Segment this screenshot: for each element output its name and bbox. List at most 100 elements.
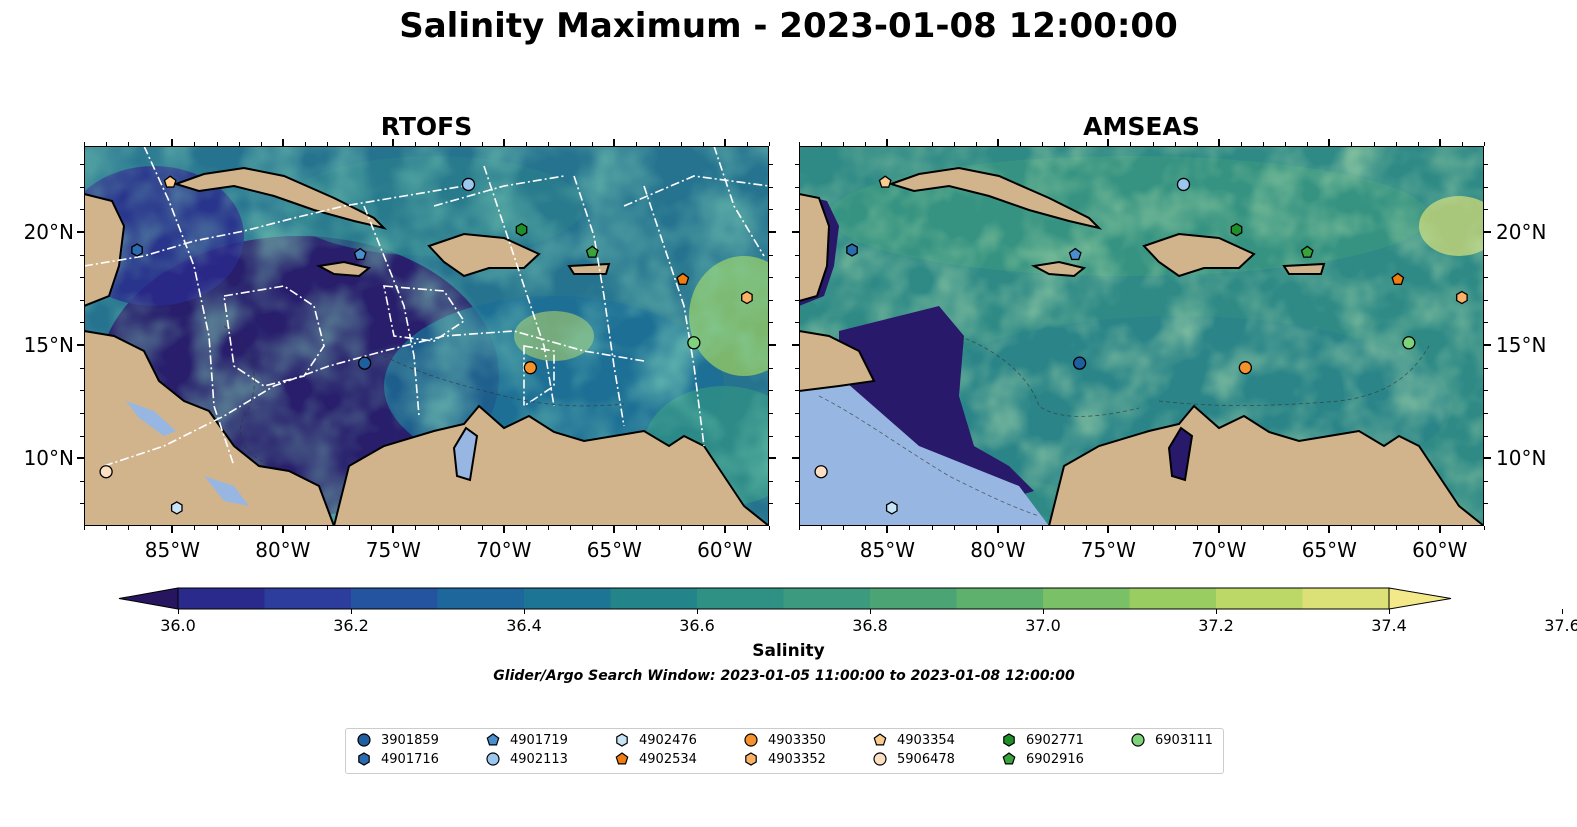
- colorbar-cell: [178, 588, 265, 609]
- minor-tick: [636, 142, 638, 146]
- minor-tick: [1417, 526, 1419, 530]
- float-marker-4902476: [170, 501, 183, 515]
- minor-tick: [821, 526, 823, 530]
- legend-label: 4902113: [510, 751, 568, 767]
- minor-tick: [548, 526, 550, 530]
- legend-item: 4902113: [485, 751, 568, 767]
- lat-tick-mark: [1484, 344, 1491, 347]
- lon-tick-mark: [1217, 526, 1220, 533]
- minor-tick: [769, 209, 773, 211]
- minor-tick: [769, 277, 773, 279]
- lon-tick-label: 65°W: [586, 538, 642, 562]
- minor-tick: [1240, 526, 1242, 530]
- lat-tick-mark: [792, 457, 799, 460]
- minor-tick: [1307, 142, 1309, 146]
- minor-tick: [238, 526, 240, 530]
- minor-tick: [1019, 526, 1021, 530]
- minor-tick: [702, 142, 704, 146]
- lat-tick-label: 10°N: [23, 446, 74, 471]
- legend-hexagon-icon: [1003, 733, 1015, 747]
- minor-tick: [80, 186, 84, 188]
- legend-pentagon-icon: [486, 733, 500, 746]
- minor-tick: [327, 142, 329, 146]
- minor-tick: [769, 412, 773, 414]
- minor-tick: [843, 142, 845, 146]
- colorbar-tick-mark: [697, 609, 698, 614]
- minor-tick: [1484, 277, 1488, 279]
- minor-tick: [746, 142, 748, 146]
- legend-label: 5906478: [897, 751, 955, 767]
- minor-tick: [1240, 142, 1242, 146]
- minor-tick: [260, 142, 262, 146]
- legend-item: 4901719: [485, 732, 568, 748]
- lon-tick-mark: [886, 139, 889, 146]
- float-marker-5906478: [99, 465, 113, 479]
- lon-tick-label: 70°W: [1191, 538, 1247, 562]
- minor-tick: [1461, 142, 1463, 146]
- lon-tick-mark: [502, 139, 505, 146]
- minor-tick: [1484, 322, 1488, 324]
- eez-boundaries: [84, 146, 769, 467]
- legend-item: 3901859: [356, 732, 439, 748]
- minor-tick: [795, 299, 799, 301]
- legend-circle-icon: [873, 752, 887, 766]
- minor-tick: [799, 142, 800, 146]
- minor-tick: [975, 142, 977, 146]
- minor-tick: [1484, 480, 1488, 482]
- minor-tick: [702, 526, 704, 530]
- legend-item: 4902476: [614, 732, 697, 748]
- lon-tick-mark: [886, 526, 889, 533]
- minor-tick: [843, 526, 845, 530]
- colorbar-tick-label: 37.0: [1025, 616, 1061, 635]
- lon-tick-mark: [1217, 139, 1220, 146]
- legend-hexagon-icon: [616, 733, 628, 747]
- float-marker-4902113: [461, 177, 476, 192]
- minor-tick: [1263, 526, 1265, 530]
- legend-hexagon-icon: [358, 752, 370, 766]
- lon-tick-mark: [723, 526, 726, 533]
- colorbar-tick-mark: [351, 609, 352, 614]
- minor-tick: [1484, 254, 1488, 256]
- lon-tick-mark: [1107, 139, 1110, 146]
- minor-tick: [548, 142, 550, 146]
- minor-tick: [1351, 526, 1353, 530]
- float-marker-4902476: [885, 501, 898, 515]
- minor-tick: [1484, 367, 1488, 369]
- minor-tick: [1130, 526, 1132, 530]
- legend-hexagon-icon: [745, 752, 757, 766]
- colorbar-cell: [783, 588, 871, 609]
- lon-tick-mark: [392, 526, 395, 533]
- minor-tick: [1373, 526, 1375, 530]
- minor-tick: [1019, 142, 1021, 146]
- colorbar-tick-mark: [1389, 609, 1390, 614]
- float-marker-4903354: [163, 175, 177, 188]
- legend-circle-icon: [1131, 733, 1145, 747]
- colorbar-cell: [1302, 588, 1390, 609]
- minor-tick: [1373, 142, 1375, 146]
- minor-tick: [80, 390, 84, 392]
- lat-tick-mark: [769, 457, 776, 460]
- colorbar-cell: [437, 588, 525, 609]
- legend-label: 4903354: [897, 732, 955, 748]
- colorbar-tick-label: 36.4: [506, 616, 542, 635]
- minor-tick: [799, 526, 800, 530]
- float-marker-4903350: [1238, 361, 1253, 375]
- minor-tick: [795, 390, 799, 392]
- legend-label: 4903350: [768, 732, 826, 748]
- minor-tick: [80, 367, 84, 369]
- colorbar-tick-label: 36.6: [679, 616, 715, 635]
- minor-tick: [795, 503, 799, 505]
- lat-tick-label: 20°N: [23, 219, 74, 244]
- minor-tick: [1263, 142, 1265, 146]
- minor-tick: [1196, 142, 1198, 146]
- minor-tick: [128, 142, 130, 146]
- map-amseas: [799, 146, 1484, 526]
- minor-tick: [1484, 435, 1488, 437]
- minor-tick: [481, 526, 483, 530]
- colorbar-tick-mark: [178, 609, 179, 614]
- figure-title: Salinity Maximum - 2023-01-08 12:00:00: [399, 6, 1178, 46]
- minor-tick: [437, 142, 439, 146]
- lon-tick-mark: [1438, 526, 1441, 533]
- minor-tick: [106, 142, 108, 146]
- lat-tick-mark: [792, 344, 799, 347]
